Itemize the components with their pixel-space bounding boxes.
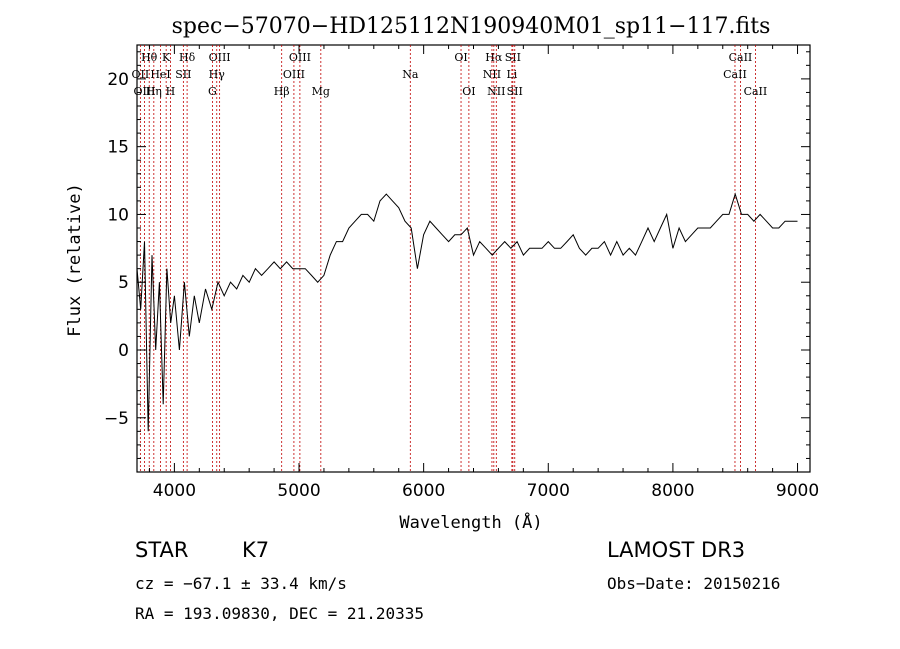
spectral-line-label: OI [462,85,475,98]
x-axis-label: Wavelength (Å) [399,511,542,533]
spectral-line-label: HeI [150,68,170,81]
x-tick-label: 9000 [776,481,819,501]
y-tick-label: 10 [107,205,129,225]
x-tick-label: 4000 [153,481,196,501]
plot-frame [136,44,811,473]
spectral-line-label: Hδ [179,51,196,64]
object-subclass: K7 [242,538,270,562]
spectral-line-label: CaII [723,68,747,81]
axis-ticks: 4000 5000 6000 7000 8000 9000 −5 0 5 10 15 20 [104,45,819,501]
spectral-line-label: K [162,51,171,64]
spectral-line-label: OIII [289,51,311,64]
spectral-line-label: Hγ [209,68,226,81]
coordinates: RA = 193.09830, DEC = 21.20335 [135,604,424,623]
spectral-line-label: Hα [485,51,503,64]
y-tick-label: 0 [118,341,129,361]
spectral-line-label: H [166,85,176,98]
observation-date: Obs−Date: 20150216 [607,574,781,593]
spectral-line-label: OIII [133,85,155,98]
spectral-line-label: G [208,85,217,98]
y-tick-label: 15 [107,138,129,158]
spectral-line-label: OIII [209,51,231,64]
y-tick-label: −5 [104,409,129,429]
spectral-line-label: SII [505,51,521,64]
y-tick-label: 5 [118,273,129,293]
spectral-line-label: CaII [744,85,768,98]
spectral-line-label: Hβ [274,85,290,98]
x-tick-label: 5000 [277,481,320,501]
spectrum-series [136,192,798,432]
y-tick-label: 20 [107,70,129,90]
spectral-line-label: NII [483,68,501,81]
x-tick-label: 7000 [527,481,570,501]
spectral-line-label: Li [506,68,517,81]
spectral-line-label: Hθ [141,51,158,64]
spectral-line-label: Hη [146,85,162,98]
spectral-line-label: Mg [312,85,330,98]
spectral-line-label: SII [175,68,191,81]
spectral-line-label: OIII [283,68,305,81]
x-tick-label: 8000 [651,481,694,501]
spectral-line-label: CaII [729,51,753,64]
spectral-line-label: SII [507,85,523,98]
y-axis-label: Flux (relative) [65,183,85,337]
chart-title: spec−57070−HD125112N190940M01_sp11−117.f… [172,14,771,39]
x-tick-label: 6000 [402,481,445,501]
spectral-line-label: Na [402,68,419,81]
object-class: STAR [135,538,189,562]
spectral-line-label: OI [454,51,467,64]
survey-name: LAMOST DR3 [607,538,746,562]
redshift-cz: cz = −67.1 ± 33.4 km/s [135,574,347,593]
spectral-line-label: NII [487,85,505,98]
